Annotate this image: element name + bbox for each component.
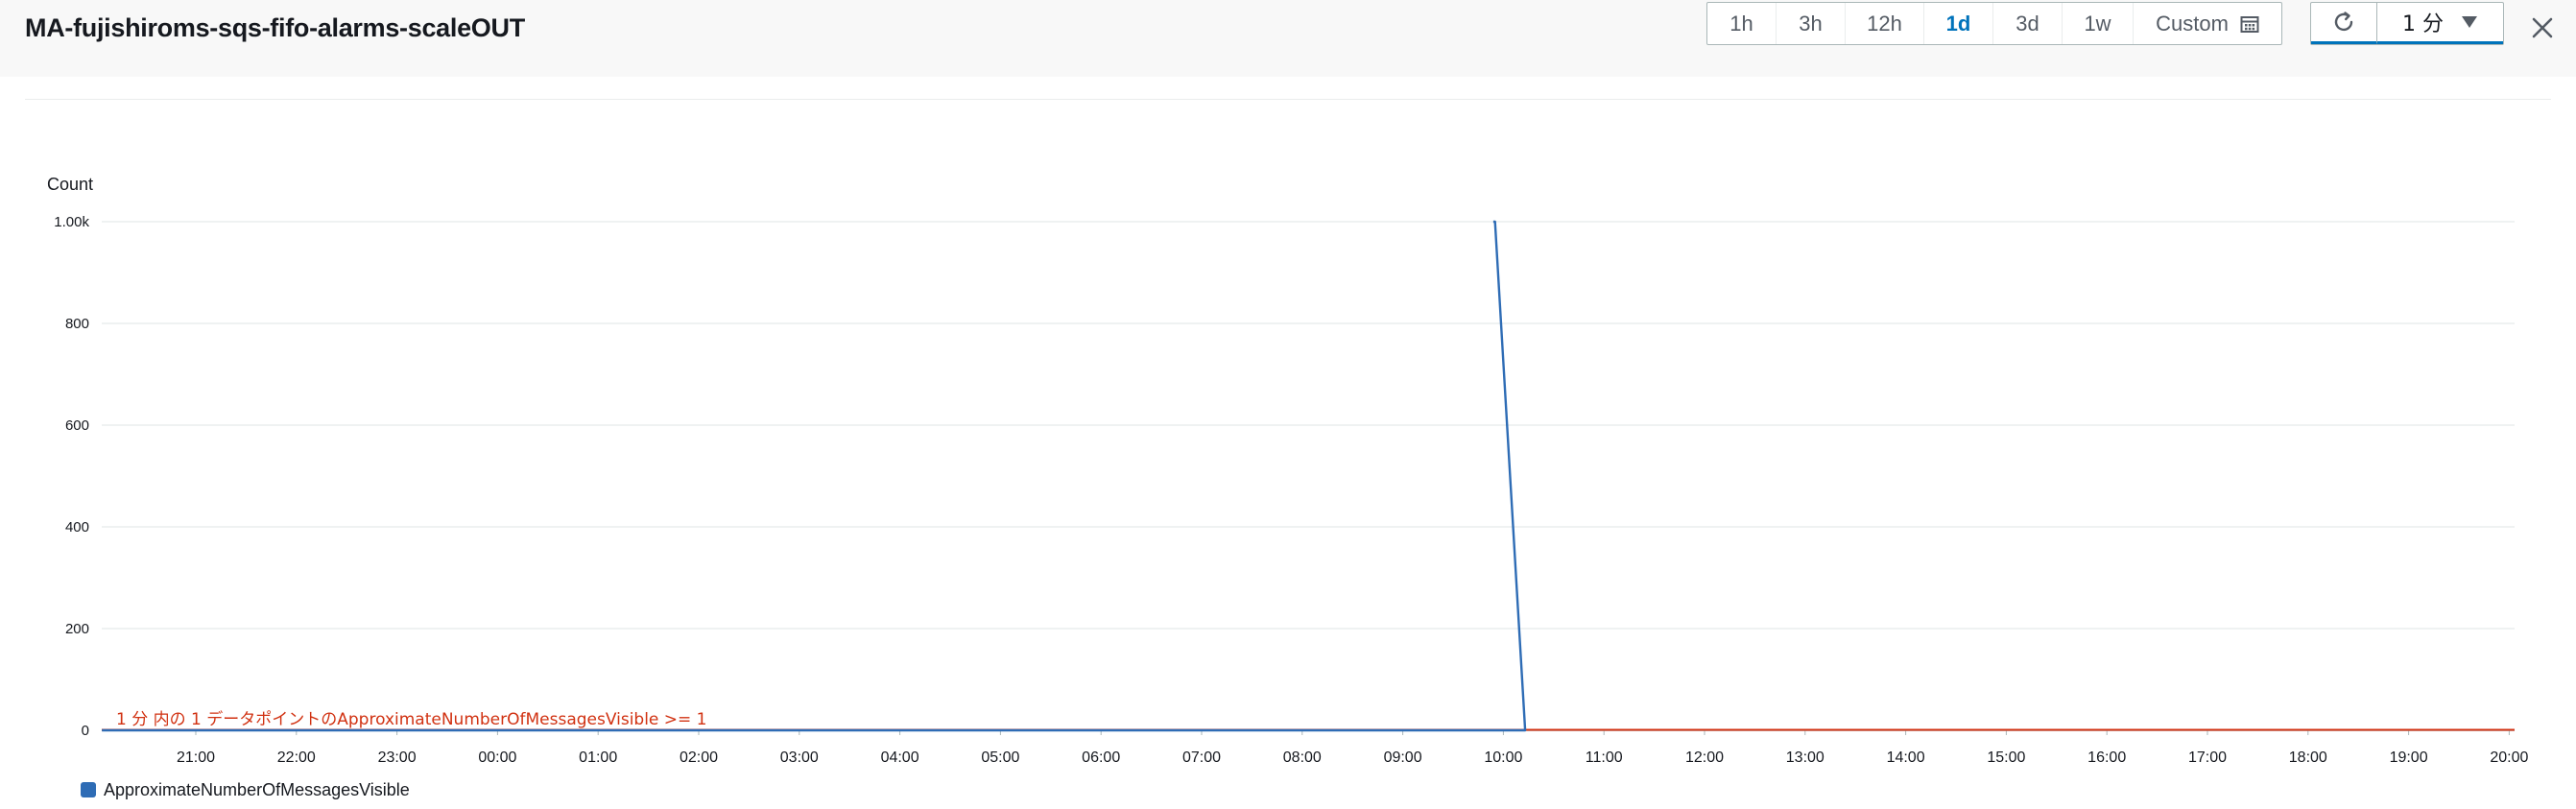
x-tick-label: 17:00 [2188, 750, 2227, 766]
x-tick-label: 01:00 [579, 750, 617, 766]
x-tick-label: 06:00 [1082, 750, 1120, 766]
x-tick-label: 09:00 [1384, 750, 1422, 766]
x-tick-label: 23:00 [378, 750, 417, 766]
x-tick-label: 11:00 [1586, 750, 1623, 766]
x-tick-label: 13:00 [1786, 750, 1825, 766]
x-tick-label: 19:00 [2390, 750, 2428, 766]
x-tick-label: 02:00 [680, 750, 718, 766]
y-tick-label: 600 [65, 417, 89, 434]
x-tick-label: 12:00 [1685, 750, 1724, 766]
x-tick-label: 08:00 [1283, 750, 1322, 766]
y-tick-label: 1.00k [54, 214, 89, 230]
x-tick-label: 03:00 [780, 750, 819, 766]
y-tick-label: 0 [82, 723, 89, 739]
x-tick-label: 15:00 [1987, 750, 2025, 766]
x-tick-label: 20:00 [2490, 750, 2528, 766]
x-tick-label: 22:00 [277, 750, 316, 766]
legend-swatch [81, 782, 96, 797]
y-tick-label: 200 [65, 621, 89, 637]
x-tick-label: 10:00 [1484, 750, 1522, 766]
x-tick-label: 04:00 [881, 750, 919, 766]
y-tick-label: 800 [65, 316, 89, 332]
y-axis-label: Count [47, 175, 93, 194]
x-tick-label: 00:00 [478, 750, 516, 766]
series-line [102, 222, 1525, 730]
x-tick-label: 07:00 [1182, 750, 1221, 766]
x-tick-label: 16:00 [2087, 750, 2126, 766]
x-tick-label: 18:00 [2289, 750, 2327, 766]
legend-label: ApproximateNumberOfMessagesVisible [104, 780, 410, 800]
y-tick-label: 400 [65, 519, 89, 535]
chart-legend[interactable]: ApproximateNumberOfMessagesVisible [81, 779, 410, 800]
x-tick-label: 21:00 [177, 750, 215, 766]
threshold-label: 1 分 内の 1 データポイントのApproximateNumberOfMess… [116, 709, 707, 729]
x-tick-label: 05:00 [981, 750, 1019, 766]
x-tick-label: 14:00 [1887, 750, 1925, 766]
